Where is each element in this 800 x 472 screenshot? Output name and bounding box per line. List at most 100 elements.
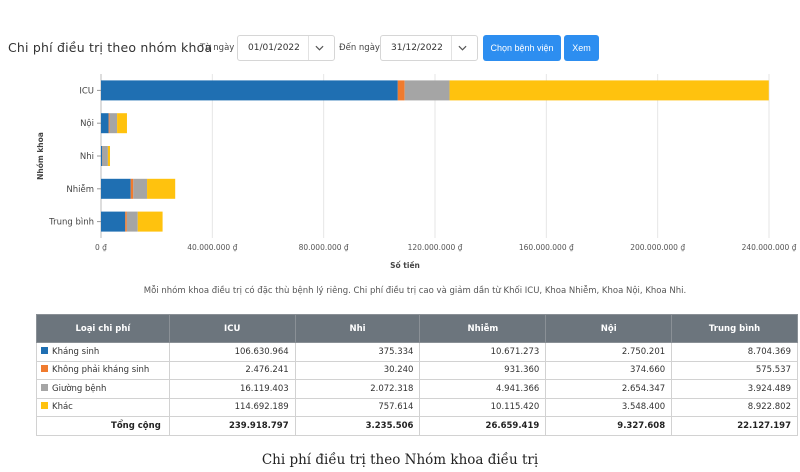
x-tick-label: 160.000.000 ₫ — [519, 243, 574, 252]
from-date-dropdown[interactable]: 01/01/2022 — [237, 35, 335, 61]
table-cell: 8.922.802 — [671, 397, 798, 417]
table-cell: 10.115.420 — [419, 397, 547, 417]
from-date-value: 01/01/2022 — [248, 43, 300, 53]
total-cell: 3.235.506 — [294, 416, 421, 436]
table-cell: 375.334 — [294, 342, 421, 362]
y-axis-title: Nhóm khoa — [36, 132, 45, 180]
view-button[interactable]: Xem — [564, 35, 599, 61]
x-tick-label: 40.000.000 ₫ — [187, 243, 237, 252]
total-label: Tổng cộng — [36, 416, 170, 436]
header-cell: ICU — [168, 314, 296, 343]
x-tick-label: 80.000.000 ₫ — [299, 243, 349, 252]
row-label-text: Kháng sinh — [52, 346, 100, 357]
row-label: Kháng sinh — [36, 342, 170, 362]
header-cell: Nhi — [294, 314, 421, 343]
header-cell: Trung bình — [671, 314, 798, 343]
table-cell: 3.548.400 — [545, 397, 673, 417]
total-cell: 239.918.797 — [168, 416, 296, 436]
table-row: Giường bệnh 16.119.403 2.072.318 4.941.3… — [36, 379, 798, 399]
table-cell: 2.476.241 — [168, 360, 296, 380]
bar-segment — [101, 211, 126, 232]
bar-segment — [137, 211, 163, 232]
bar-segment — [107, 146, 111, 166]
row-label-text: Không phải kháng sinh — [52, 365, 150, 376]
table-cell: 374.660 — [545, 360, 673, 380]
header-cell: Loại chi phí — [36, 314, 170, 343]
x-tick-label: 0 ₫ — [95, 243, 107, 252]
choose-hospital-button[interactable]: Chọn bệnh viện — [483, 35, 561, 61]
swatch-khac — [41, 402, 48, 410]
x-tick-label: 200.000.000 ₫ — [630, 243, 685, 252]
table-row: Khác 114.692.189 757.614 10.115.420 3.54… — [36, 397, 798, 417]
to-date-dropdown[interactable]: 31/12/2022 — [380, 35, 478, 61]
bar-segment — [102, 146, 108, 166]
table-header-row: Loại chi phí ICU Nhi Nhiễm Nội Trung bìn… — [36, 314, 798, 343]
to-date-label: Đến ngày : — [339, 43, 386, 53]
row-label-text: Giường bệnh — [52, 383, 107, 394]
bar-segment — [404, 80, 450, 101]
bar-segment — [117, 113, 127, 134]
table-row: Kháng sinh 106.630.964 375.334 10.671.27… — [36, 342, 798, 362]
bar-segment — [449, 80, 769, 101]
table-cell: 16.119.403 — [168, 379, 296, 399]
chart-note: Mỗi nhóm khoa điều trị có đặc thù bệnh l… — [143, 286, 687, 296]
bar-segment — [397, 80, 405, 101]
table-cell: 106.630.964 — [168, 342, 296, 362]
figure-caption: Chi phí điều trị theo Nhóm khoa điều trị — [261, 452, 539, 468]
row-label: Không phải kháng sinh — [36, 360, 170, 380]
to-date-value: 31/12/2022 — [391, 43, 443, 53]
table-cell: 757.614 — [294, 397, 421, 417]
table-row: Không phải kháng sinh 2.476.241 30.240 9… — [36, 360, 798, 380]
y-tick-label: Nội — [80, 118, 94, 129]
total-cell: 22.127.197 — [671, 416, 798, 436]
swatch-giuong-benh — [41, 383, 48, 391]
total-row: Tổng cộng 239.918.797 3.235.506 26.659.4… — [36, 416, 798, 436]
bar-segment — [101, 113, 109, 134]
x-tick-label: 240.000.000 ₫ — [742, 243, 797, 252]
table-cell: 114.692.189 — [168, 397, 296, 417]
bar-segment — [126, 211, 138, 232]
page-title: Chi phí điều trị theo nhóm khoa — [8, 40, 213, 55]
y-tick-label: ICU — [79, 86, 94, 96]
bar-segment — [109, 113, 118, 134]
table-cell: 10.671.273 — [419, 342, 547, 362]
y-tick-label: Trung bình — [48, 218, 94, 228]
chevron-down-icon[interactable] — [451, 36, 473, 60]
table-cell: 2.654.347 — [545, 379, 673, 399]
from-date-label: Từ ngày : — [200, 43, 240, 53]
bar-segment — [101, 80, 398, 101]
header-cell: Nhiễm — [419, 314, 547, 343]
header-cell: Nội — [545, 314, 673, 343]
table-cell: 2.750.201 — [545, 342, 673, 362]
cost-table: Loại chi phí ICU Nhi Nhiễm Nội Trung bìn… — [36, 314, 798, 436]
cost-chart: 0 ₫ 40.000.000 ₫ 80.000.000 ₫ 120.000.000 ₫… — [0, 66, 800, 272]
y-tick-label: Nhi — [80, 152, 94, 162]
table-cell: 931.360 — [419, 360, 547, 380]
bar-segment — [130, 178, 134, 199]
stacked-bar-chart: 0 ₫ 40.000.000 ₫ 80.000.000 ₫ 120.000.000 ₫… — [36, 74, 797, 270]
swatch-khang-sinh — [41, 346, 48, 354]
table-cell: 30.240 — [294, 360, 421, 380]
bar-segment — [147, 178, 176, 199]
x-tick-label: 120.000.000 ₫ — [408, 243, 463, 252]
row-label-text: Khác — [52, 402, 73, 413]
total-cell: 9.327.608 — [545, 416, 673, 436]
bar-segment — [125, 211, 127, 232]
toolbar: Chi phí điều trị theo nhóm khoa Từ ngày … — [0, 30, 800, 66]
table-cell: 2.072.318 — [294, 379, 421, 399]
bar-segment — [101, 178, 131, 199]
y-tick-label: Nhiễm — [66, 184, 94, 195]
bar-segment — [108, 113, 110, 134]
bar-segment — [133, 178, 148, 199]
row-label: Khác — [36, 397, 170, 417]
table-cell: 4.941.366 — [419, 379, 547, 399]
bar-segment — [101, 146, 103, 166]
x-axis-title: Số tiền — [390, 261, 420, 270]
table-cell: 575.537 — [671, 360, 798, 380]
swatch-khong-phai-khang-sinh — [41, 365, 48, 373]
row-label: Giường bệnh — [36, 379, 170, 399]
table-cell: 3.924.489 — [671, 379, 798, 399]
chevron-down-icon[interactable] — [308, 36, 330, 60]
table-cell: 8.704.369 — [671, 342, 798, 362]
total-cell: 26.659.419 — [419, 416, 547, 436]
